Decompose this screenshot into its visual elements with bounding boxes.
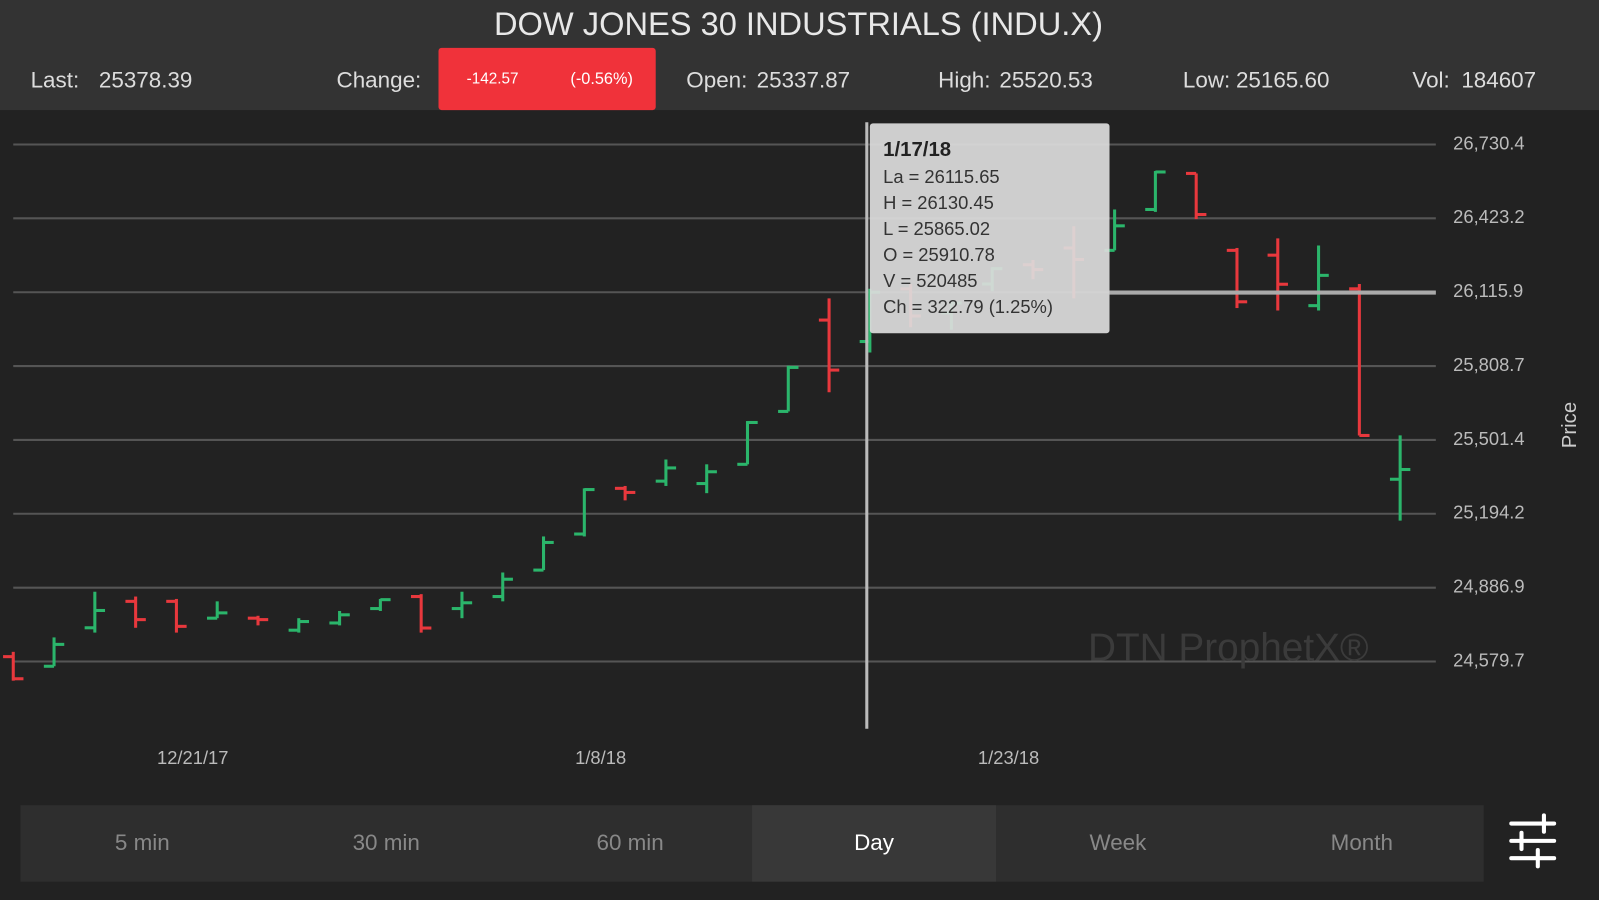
quote-row: Last: 25378.39 Change: -142.57 (-0.56%) … — [31, 47, 1536, 111]
ohlc-bar — [737, 420, 758, 466]
ohlc-bar — [492, 572, 513, 602]
ohlc-bar — [818, 298, 840, 393]
change-percent: (-0.56%) — [570, 70, 633, 88]
ohlc-bar — [1389, 435, 1411, 521]
x-tick-label: 12/21/17 — [157, 747, 228, 768]
tooltip-box — [869, 123, 1110, 334]
tooltip: 1/17/18 La = 26115.65 H = 26130.45 L = 258… — [869, 123, 1110, 334]
interval-button[interactable]: 5 min — [115, 830, 170, 855]
ohlc-bar — [410, 594, 432, 633]
tooltip-line: L = 25865.02 — [883, 218, 990, 239]
change-box — [438, 47, 656, 111]
ohlc-bar — [533, 536, 554, 572]
ohlc-bar — [614, 485, 636, 501]
y-axis-title: Price — [1559, 402, 1581, 448]
y-tick-label: 26,423.2 — [1453, 206, 1524, 227]
ohlc-bar — [1185, 171, 1207, 220]
title: DOW JONES 30 INDUSTRIALS (INDU.X) — [494, 5, 1103, 42]
y-tick-label: 26,115.9 — [1453, 280, 1523, 301]
y-tick-label: 24,886.9 — [1453, 576, 1524, 597]
ohlc-bar — [574, 488, 595, 537]
interval-button[interactable]: Week — [1089, 830, 1147, 855]
ohlc-bar — [1226, 247, 1248, 309]
ohlc-bar — [696, 464, 717, 494]
ohlc-bar — [125, 596, 146, 628]
header-bar — [0, 0, 1599, 111]
tooltip-line: V = 520485 — [883, 270, 977, 291]
low-value: 25165.60 — [1236, 67, 1329, 92]
change-label: Change: — [337, 67, 422, 92]
open-label: Open: — [686, 67, 747, 92]
interval-button[interactable]: 60 min — [596, 830, 663, 855]
tooltip-line: O = 25910.78 — [883, 244, 995, 265]
ohlc-bar — [1349, 284, 1370, 437]
ohlc-bar — [84, 591, 106, 633]
low-label: Low: — [1183, 67, 1230, 92]
y-tick-label: 24,579.7 — [1453, 649, 1524, 670]
interval-button[interactable]: Month — [1331, 830, 1393, 855]
interval-buttons: 5 min 30 min 60 min Day Week Month — [115, 805, 1393, 882]
ohlc-bar — [288, 618, 309, 633]
ohlc-bar — [247, 615, 269, 626]
ohlc-bar — [778, 365, 799, 413]
settings-icon[interactable] — [1509, 813, 1557, 869]
ohlc-bar — [3, 651, 24, 681]
grid: 24,579.7 24,886.9 25,194.2 25,501.4 25,808.7… — [13, 132, 1525, 670]
ohlc-bar — [1267, 238, 1288, 311]
ohlc-bar — [166, 598, 187, 633]
interval-button[interactable]: 30 min — [353, 830, 420, 855]
y-tick-label: 26,730.4 — [1453, 132, 1524, 153]
ohlc-bar — [329, 610, 350, 626]
change-value: -142.57 — [467, 71, 519, 88]
x-tick-label: 1/8/18 — [575, 747, 626, 768]
y-tick-label: 25,808.7 — [1453, 354, 1524, 375]
ohlc-bar — [207, 601, 228, 620]
tooltip-line: H = 26130.45 — [883, 192, 994, 213]
interval-selected-bg — [752, 805, 996, 882]
vol-value: 184607 — [1461, 67, 1536, 92]
ohlc-bar — [655, 459, 677, 486]
ohlc-bar — [43, 637, 65, 668]
open-value: 25337.87 — [757, 67, 850, 92]
ohlc-bar — [1145, 170, 1166, 212]
ohlc-bar — [1308, 245, 1329, 311]
ohlc-bar — [451, 591, 473, 619]
y-tick-label: 25,501.4 — [1453, 428, 1524, 449]
vol-label: Vol: — [1412, 67, 1449, 92]
ohlc-bar — [370, 598, 391, 611]
y-tick-label: 25,194.2 — [1453, 502, 1524, 523]
watermark: DTN ProphetX® — [1088, 627, 1368, 670]
tooltip-line: Ch = 322.79 (1.25%) — [883, 296, 1053, 317]
x-tick-label: 1/23/18 — [978, 747, 1039, 768]
tooltip-date: 1/17/18 — [883, 139, 951, 161]
tooltip-line: La = 26115.65 — [883, 166, 999, 187]
last-label: Last: — [31, 67, 80, 92]
high-value: 25520.53 — [999, 67, 1092, 92]
interval-button[interactable]: Day — [854, 830, 895, 855]
last-value: 25378.39 — [99, 67, 192, 92]
high-label: High: — [938, 67, 990, 92]
x-axis: 12/21/17 1/8/18 1/23/18 — [157, 747, 1039, 768]
